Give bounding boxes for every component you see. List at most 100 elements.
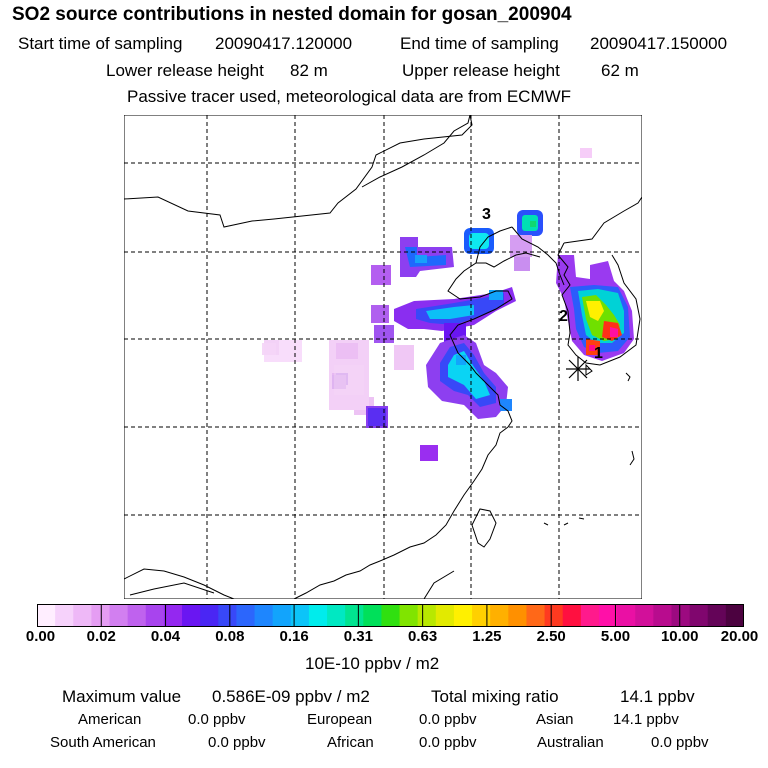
colorbar-tick-label: 10.00 [660, 628, 699, 645]
colorbar-cell [55, 604, 74, 627]
colorbar-cell [290, 604, 310, 627]
concentration-cell [580, 148, 592, 158]
concentration-cell [264, 343, 274, 353]
island [629, 450, 635, 466]
concentration-cell [415, 255, 427, 263]
colorbar-cell [345, 604, 364, 627]
coastline [557, 242, 641, 366]
colorbar-cell [37, 604, 56, 627]
concentration-cell [394, 345, 414, 370]
coastline-layer [124, 115, 642, 599]
region-name: European [307, 711, 373, 728]
colorbar-cell [109, 604, 129, 627]
taiwan-coast [471, 508, 497, 548]
national-border [124, 568, 235, 599]
island [625, 372, 631, 382]
colorbar-tick-label: 0.16 [279, 628, 309, 645]
colorbar-cell [526, 604, 546, 627]
concentration-cell [426, 305, 474, 319]
colorbar-tick-label: 0.02 [86, 628, 116, 645]
island [563, 522, 569, 526]
colorbar-tick-label: 2.50 [536, 628, 566, 645]
island [543, 522, 549, 526]
colorbar-cell [91, 604, 111, 627]
island [578, 517, 585, 520]
concentration-cell [371, 265, 391, 285]
concentration-cell [420, 445, 438, 461]
colorbar-cell [254, 604, 274, 627]
coastline [475, 226, 513, 264]
national-border [129, 582, 215, 596]
region-value: 0.0 ppbv [651, 734, 709, 751]
region-name: American [78, 711, 142, 728]
map-frame [124, 115, 642, 599]
region-value: 0.0 ppbv [419, 734, 477, 751]
colorbar-cell [127, 604, 147, 627]
colorbar-cell [472, 604, 491, 627]
coastline [563, 196, 642, 244]
colorbar-cell [707, 604, 727, 627]
region-value: 0.0 ppbv [188, 711, 246, 728]
upper-height-value: 62 m [601, 61, 639, 80]
colorbar-cell [145, 604, 165, 627]
colorbar-cell [272, 604, 292, 627]
star-stroke [568, 359, 588, 379]
tracer-note: Passive tracer used, meteorological data… [127, 87, 572, 106]
start-time-value: 20090417.120000 [215, 34, 353, 53]
colorbar-cell [308, 604, 328, 627]
colorbar-cell [453, 604, 473, 627]
colorbar-cell [163, 604, 183, 627]
colorbar-cell [182, 604, 201, 627]
region-name: Asian [536, 711, 574, 728]
concentration-cell [332, 375, 346, 389]
concentration-cell [586, 301, 604, 321]
colorbar-cell [363, 604, 382, 627]
national-border [124, 115, 473, 228]
start-time-label: Start time of sampling [18, 34, 183, 53]
colorbar-tick-label: 0.04 [150, 628, 181, 645]
max-value-label: Maximum value [62, 687, 182, 706]
colorbar-cell [508, 604, 527, 627]
colorbar-cell [653, 604, 672, 627]
colorbar-cell [671, 604, 691, 627]
region-value: 0.0 ppbv [419, 711, 477, 728]
colorbar-tick-label: 0.63 [408, 628, 438, 645]
total-mixing-label: Total mixing ratio [431, 687, 559, 706]
national-border [511, 226, 565, 286]
colorbar-tick-label: 5.00 [600, 628, 631, 645]
upper-height-label: Upper release height [402, 61, 560, 80]
concentration-cell [589, 345, 595, 351]
national-border [423, 570, 455, 599]
marker-label: 3 [482, 206, 491, 223]
concentration-cell [334, 365, 364, 395]
concentration-cell [489, 290, 503, 300]
colorbar-cell [417, 604, 437, 627]
region-name: South American [50, 734, 156, 751]
colorbar-cell [617, 604, 636, 627]
concentration-cell [336, 343, 358, 359]
marker-label: 2 [559, 308, 568, 325]
colorbar-tick-label: 20.00 [720, 628, 759, 645]
colorbar-cell [598, 604, 618, 627]
colorbar-cell [381, 604, 401, 627]
region-value: 0.0 ppbv [208, 734, 266, 751]
concentration-cell [514, 257, 530, 271]
concentration-field [262, 148, 634, 461]
colorbar-tick-label: 0.08 [215, 628, 245, 645]
jeju-island [585, 363, 593, 376]
colorbar [37, 604, 744, 627]
colorbar-cell [544, 604, 564, 627]
colorbar-unit: 10E-10 ppbv / m2 [305, 654, 440, 673]
end-time-label: End time of sampling [400, 34, 559, 53]
colorbar-cell [236, 604, 256, 627]
colorbar-cell [218, 604, 237, 627]
colorbar-cell [562, 604, 582, 627]
concentration-cell [371, 305, 389, 323]
end-time-value: 20090417.150000 [590, 34, 728, 53]
colorbar-cell [725, 604, 744, 627]
colorbar-cell [435, 604, 455, 627]
concentration-cell [469, 233, 489, 249]
plot-title: SO2 source contributions in nested domai… [12, 4, 572, 25]
colorbar-cell [73, 604, 92, 627]
colorbar-cell [200, 604, 219, 627]
